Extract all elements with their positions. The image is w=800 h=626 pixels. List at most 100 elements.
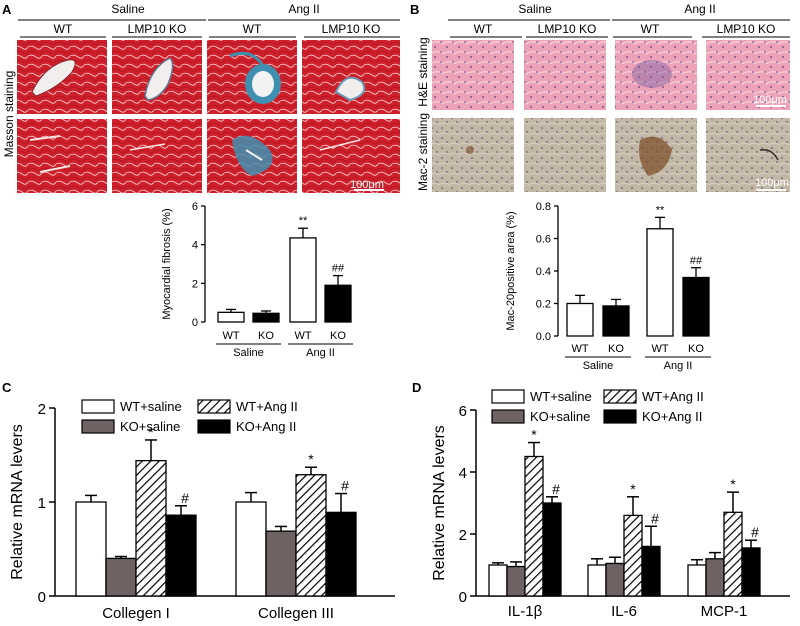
masson-micrograph-wt-angii-1 (207, 40, 297, 114)
masson-micrograph-ko-angii-2 (302, 119, 400, 193)
legend-swatch (197, 419, 231, 434)
panel-a-group-angii: Ang II (288, 2, 319, 16)
he-micrograph-ko-saline (524, 40, 606, 110)
bar (542, 502, 562, 597)
panel-a-col-ko-angii: LMP10 KO (322, 22, 381, 36)
x-category-label: Collegen III (258, 605, 334, 622)
panel-a-col-wt-saline: WT (54, 22, 73, 36)
bar (252, 312, 280, 323)
bar (235, 501, 267, 597)
legend-label: KO+saline (530, 409, 590, 424)
panel-a-scale-bar-label: 100μm (350, 179, 384, 191)
mac2-micrograph-wt-angii (615, 118, 697, 192)
mac2-micrograph-ko-saline (524, 118, 606, 192)
x-category-label: WT (571, 343, 588, 355)
panel-a-col-wt-angii: WT (243, 22, 262, 36)
legend-label: WT+Ang II (236, 399, 298, 414)
bar (165, 514, 197, 597)
y-tick-label: 2 (38, 401, 46, 418)
bar (605, 562, 625, 597)
he-micrograph-wt-angii (615, 40, 697, 110)
masson-micrograph-ko-saline-2 (112, 119, 202, 193)
significance-mark: * (148, 424, 154, 440)
panel-a-row-label: Masson staining (2, 71, 16, 158)
x-category-label: KO (258, 330, 274, 342)
masson-micrograph-wt-saline-1 (17, 40, 107, 114)
x-category-label: MCP-1 (701, 603, 748, 620)
panel-b-col-ko-angii: LMP10 KO (717, 22, 776, 36)
legend-swatch (491, 409, 525, 424)
panel-label-b: B (410, 2, 419, 17)
significance-mark: ** (656, 204, 665, 216)
significance-mark: ** (299, 215, 308, 227)
x-category-label: WT (222, 330, 239, 342)
legend-swatch (603, 389, 637, 404)
panel-a-group-saline: Saline (111, 2, 145, 16)
y-tick-label: 0.6 (536, 234, 551, 246)
significance-mark: # (552, 481, 560, 497)
masson-micrograph-ko-saline-1 (112, 40, 202, 114)
y-tick-label: 4 (192, 240, 198, 252)
y-tick-label: 1 (38, 495, 46, 512)
x-category-label: KO (608, 343, 624, 355)
bar (265, 530, 297, 597)
bar (524, 455, 544, 597)
y-tick-label: 0.4 (536, 266, 551, 278)
bar (741, 547, 761, 597)
legend-label: WT+Ang II (642, 389, 704, 404)
x-category-label: IL-6 (611, 603, 637, 620)
legend-swatch (603, 409, 637, 424)
x-category-label: WT (651, 343, 668, 355)
legend-label: KO+Ang II (642, 409, 702, 424)
panel-b-col-ko-saline: LMP10 KO (538, 22, 597, 36)
y-tick-label: 2 (192, 278, 198, 290)
bar (289, 237, 317, 323)
bar (325, 511, 357, 597)
significance-mark: * (308, 451, 314, 467)
bar (105, 557, 137, 597)
chart-collagen-mrna: 0 1 2 Relative mRNA levers * # Collegen I * # Col… (9, 399, 395, 622)
chart-myocardial-fibrosis: 0 2 4 6 Myocardial fibrosis (%) WT KO ** WT ## KO S… (161, 201, 353, 359)
chart-inflammatory-mrna: 0 2 4 6 Relative mRNA levers * # IL-1β * # IL-6 * # M… (431, 389, 790, 620)
bar (687, 564, 707, 597)
panel-b-col-wt-angii: WT (641, 22, 660, 36)
bar (587, 564, 607, 597)
panel-b-row-label-mac2: Mac-2 staining (416, 113, 430, 191)
legend-label: WT+saline (530, 389, 592, 404)
x-category-label: KO (330, 330, 346, 342)
bar (135, 459, 167, 597)
significance-mark: * (630, 481, 636, 497)
bar (682, 276, 710, 337)
bar (641, 545, 661, 597)
panel-label-d: D (412, 380, 421, 395)
significance-mark: * (531, 427, 537, 443)
panel-b-group-angii: Ang II (684, 2, 715, 16)
y-tick-label: 0.2 (536, 299, 551, 311)
y-axis-label: Mac-20positive area (%) (505, 211, 517, 330)
chart-mac2-positive-area: 0.0 0.2 0.4 0.6 0.8 Mac-20positive area (%) WT… (505, 201, 711, 372)
legend-swatch (491, 389, 525, 404)
panel-b-col-wt-saline: WT (474, 22, 493, 36)
bar (566, 302, 594, 337)
significance-mark: # (751, 524, 759, 540)
legend-label: KO+saline (120, 419, 180, 434)
bar (488, 564, 508, 597)
group-label: Saline (233, 347, 264, 359)
significance-mark: ## (332, 263, 345, 275)
legend-label: WT+saline (120, 399, 182, 414)
group-label: Ang II (664, 360, 693, 372)
bar (295, 474, 327, 597)
y-axis-label: Relative mRNA levers (9, 424, 26, 580)
bar (723, 511, 743, 597)
bar (646, 228, 674, 337)
y-axis-label: Myocardial fibrosis (%) (161, 208, 173, 319)
panel-b-scale-bar-label-mac2: 100μm (755, 177, 789, 189)
panel-a-col-ko-saline: LMP10 KO (128, 22, 187, 36)
significance-mark: ## (690, 255, 703, 267)
masson-micrograph-ko-angii-1 (302, 40, 400, 114)
y-tick-label: 0 (459, 589, 467, 606)
group-label: Ang II (306, 347, 335, 359)
bar (705, 558, 725, 597)
x-category-label: KO (688, 343, 704, 355)
masson-micrograph-wt-angii-2 (207, 119, 297, 193)
